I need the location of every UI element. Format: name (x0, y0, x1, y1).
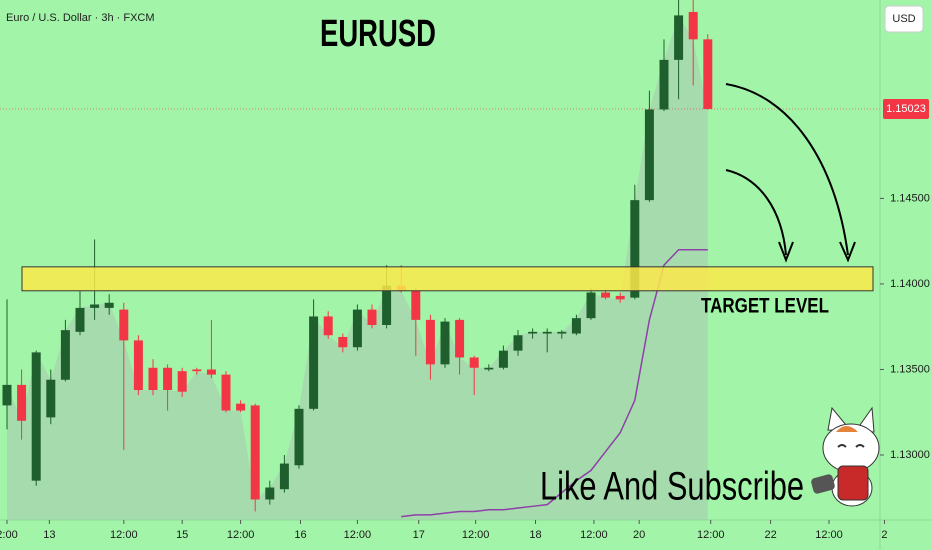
candle-body (236, 403, 246, 411)
target-zone (21, 266, 874, 292)
arrow-head (839, 241, 856, 263)
candle-body (119, 309, 129, 341)
currency[interactable]: USD (892, 13, 915, 25)
candle-body (104, 302, 114, 308)
candle-body (352, 309, 362, 348)
candle-body (498, 350, 508, 368)
candle-body (542, 331, 552, 334)
candle-body (440, 321, 450, 365)
cta-text: Like And Subscribe (540, 465, 804, 509)
plot-area (0, 0, 880, 520)
mascot (811, 406, 880, 507)
x-tick-label: 16 (294, 529, 306, 541)
candle-body (513, 335, 523, 351)
y-tick-label: 1.14000 (890, 278, 930, 290)
symbol-info: Euro / U.S. Dollar · 3h · FXCM (6, 12, 155, 24)
candle-body (586, 292, 596, 319)
candle-body (46, 379, 56, 418)
arrow (725, 83, 849, 256)
currency-box[interactable] (884, 5, 924, 33)
x-tick-label: 12:00 (580, 529, 608, 541)
candle-body (31, 352, 41, 481)
candle-body (630, 200, 640, 298)
x-tick-label: 2:00 (0, 529, 18, 541)
candle-body (382, 285, 392, 325)
candle-body (163, 367, 173, 390)
candle-body (177, 371, 187, 392)
x-tick-label: 12:00 (344, 529, 372, 541)
x-tick-label: 12:00 (815, 529, 843, 541)
target-label: TARGET LEVEL (701, 295, 829, 318)
x-tick-label: 20 (633, 529, 645, 541)
y-tick-label: 1.13000 (890, 449, 930, 461)
candle-body (265, 487, 275, 500)
candle-body (455, 319, 465, 358)
candle-body (279, 463, 289, 490)
candle-body (90, 304, 100, 308)
x-tick-label: 17 (413, 529, 425, 541)
candle-body (17, 384, 27, 421)
candle-body (323, 316, 333, 336)
x-tick-label: 12:00 (227, 529, 255, 541)
candle-body (250, 405, 260, 500)
x-tick-label: 12:00 (697, 529, 725, 541)
x-tick-label: 15 (176, 529, 188, 541)
candle-body (309, 316, 319, 409)
chart-title: EURUSD (320, 13, 436, 55)
candle-body (659, 59, 669, 110)
candle-body (148, 367, 158, 390)
candle-body (338, 336, 348, 348)
arrow-head (778, 241, 794, 263)
candle-body (469, 357, 479, 368)
candle-body (367, 309, 377, 325)
y-tick-label: 1.14500 (890, 192, 930, 204)
last-price-label: 1.15023 (886, 103, 926, 115)
candle-body (615, 295, 625, 300)
candle-body (528, 331, 538, 334)
candle-body (294, 408, 304, 466)
candle-body (688, 11, 698, 40)
candle-body (2, 384, 12, 406)
candle-body (206, 369, 216, 375)
trailing-line (401, 248, 708, 518)
candle-body (411, 290, 421, 320)
candle-body (484, 367, 494, 370)
candle-body (557, 331, 567, 334)
candle-body (60, 330, 70, 380)
candle-body (75, 307, 85, 332)
candle-body (601, 292, 611, 298)
x-tick-label: 18 (529, 529, 541, 541)
x-tick-label: 13 (43, 529, 55, 541)
candle-body (425, 319, 435, 365)
candle-body (192, 369, 202, 372)
candle-body (703, 39, 713, 109)
x-tick-label: 2 (881, 529, 887, 541)
x-tick-label: 12:00 (462, 529, 490, 541)
candle-body (133, 340, 143, 390)
candle-body (644, 109, 654, 201)
x-tick-label: 12:00 (110, 529, 138, 541)
last-price-box (883, 98, 929, 119)
arrow (725, 169, 787, 256)
candle-body (571, 318, 581, 334)
y-tick-label: 1.13500 (890, 363, 930, 375)
candle-body (221, 374, 231, 411)
candle-body (674, 15, 684, 60)
x-tick-label: 22 (764, 529, 776, 541)
